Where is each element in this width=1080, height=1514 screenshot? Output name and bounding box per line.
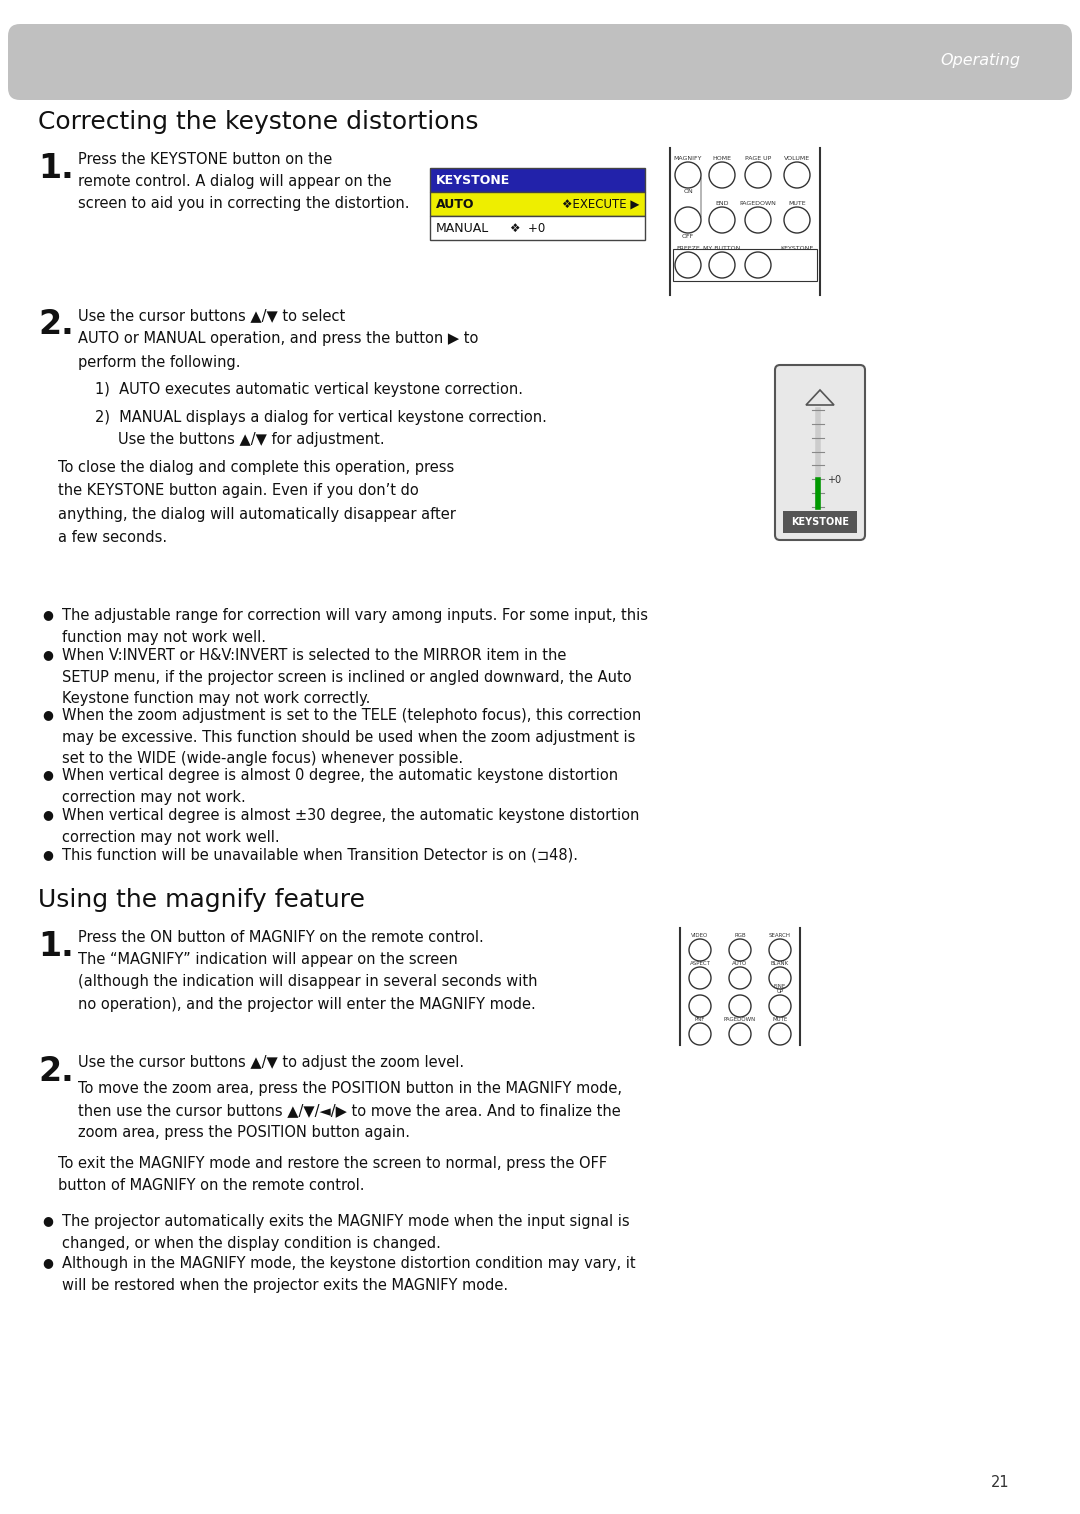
Text: To move the zoom area, press the POSITION button in the MAGNIFY mode,
then use t: To move the zoom area, press the POSITIO…: [78, 1081, 622, 1140]
Text: When vertical degree is almost ±30 degree, the automatic keystone distortion
cor: When vertical degree is almost ±30 degre…: [62, 808, 639, 845]
Text: OFF: OFF: [681, 235, 694, 239]
Text: HOME: HOME: [713, 156, 731, 160]
FancyBboxPatch shape: [775, 365, 865, 540]
Text: AUTO: AUTO: [436, 197, 474, 210]
Text: 2.: 2.: [38, 1055, 73, 1089]
Text: Use the cursor buttons ▲/▼ to adjust the zoom level.: Use the cursor buttons ▲/▼ to adjust the…: [78, 1055, 464, 1070]
Text: FINE
UP: FINE UP: [774, 984, 786, 995]
Text: 1.: 1.: [38, 151, 73, 185]
Bar: [430, 168, 645, 192]
Text: Correcting the keystone distortions: Correcting the keystone distortions: [38, 111, 478, 135]
Text: This function will be unavailable when Transition Detector is on (⊐48).: This function will be unavailable when T…: [62, 848, 578, 863]
Text: The projector automatically exits the MAGNIFY mode when the input signal is
chan: The projector automatically exits the MA…: [62, 1214, 630, 1251]
Text: MY BUTTON: MY BUTTON: [703, 245, 741, 251]
Text: KEYSTONE: KEYSTONE: [781, 245, 813, 251]
Text: END: END: [715, 201, 729, 206]
Text: ON: ON: [684, 189, 693, 194]
Text: ❖  +0: ❖ +0: [510, 221, 545, 235]
Text: remote control. A dialog will appear on the: remote control. A dialog will appear on …: [78, 174, 391, 189]
Text: ●: ●: [42, 1257, 53, 1269]
Text: ❖EXECUTE ▶: ❖EXECUTE ▶: [562, 197, 639, 210]
Bar: [430, 217, 645, 241]
Text: Use the cursor buttons ▲/▼ to select
AUTO or MANUAL operation, and press the but: Use the cursor buttons ▲/▼ to select AUT…: [78, 307, 478, 369]
Text: ●: ●: [42, 609, 53, 621]
Text: 21: 21: [991, 1475, 1010, 1490]
Text: Press the KEYSTONE button on the: Press the KEYSTONE button on the: [78, 151, 333, 167]
Text: MUTE: MUTE: [772, 1017, 787, 1022]
Text: VIDEO: VIDEO: [691, 933, 708, 939]
Text: 1.: 1.: [38, 930, 73, 963]
Text: MAGNIFY: MAGNIFY: [674, 156, 702, 160]
Text: VOLUME: VOLUME: [784, 156, 810, 160]
Text: KEYSTONE: KEYSTONE: [791, 516, 849, 527]
Text: ●: ●: [42, 709, 53, 721]
FancyBboxPatch shape: [8, 24, 1072, 100]
Text: BLANK: BLANK: [771, 961, 789, 966]
Text: PNF: PNF: [694, 1017, 705, 1022]
Text: ●: ●: [42, 1214, 53, 1226]
Text: MUTE: MUTE: [788, 201, 806, 206]
Text: 1)  AUTO executes automatic vertical keystone correction.: 1) AUTO executes automatic vertical keys…: [95, 382, 523, 397]
Text: ASPECT: ASPECT: [689, 961, 711, 966]
Text: Using the magnify feature: Using the magnify feature: [38, 889, 365, 911]
Bar: [783, 512, 858, 533]
Text: 2.: 2.: [38, 307, 73, 341]
Text: Although in the MAGNIFY mode, the keystone distortion condition may vary, it
wil: Although in the MAGNIFY mode, the keysto…: [62, 1257, 636, 1293]
Text: ●: ●: [42, 808, 53, 821]
Text: PAGEDOWN: PAGEDOWN: [724, 1017, 756, 1022]
Text: RGB: RGB: [734, 933, 746, 939]
Text: ●: ●: [42, 648, 53, 662]
Text: ●: ●: [42, 768, 53, 781]
Text: The adjustable range for correction will vary among inputs. For some input, this: The adjustable range for correction will…: [62, 609, 648, 645]
Text: screen to aid you in correcting the distortion.: screen to aid you in correcting the dist…: [78, 195, 409, 210]
Text: FREEZE: FREEZE: [676, 245, 700, 251]
Text: When vertical degree is almost 0 degree, the automatic keystone distortion
corre: When vertical degree is almost 0 degree,…: [62, 768, 618, 804]
Text: When V:INVERT or H&V:INVERT is selected to the MIRROR item in the
SETUP menu, if: When V:INVERT or H&V:INVERT is selected …: [62, 648, 632, 706]
Text: Operating: Operating: [940, 53, 1020, 68]
Text: Press the ON button of MAGNIFY on the remote control.
The “MAGNIFY” indication w: Press the ON button of MAGNIFY on the re…: [78, 930, 538, 1011]
Text: To exit the MAGNIFY mode and restore the screen to normal, press the OFF
button : To exit the MAGNIFY mode and restore the…: [58, 1157, 607, 1193]
Text: PAGEDOWN: PAGEDOWN: [740, 201, 777, 206]
Text: PAGE UP: PAGE UP: [745, 156, 771, 160]
Text: To close the dialog and complete this operation, press
the KEYSTONE button again: To close the dialog and complete this op…: [58, 460, 456, 545]
Text: SEARCH: SEARCH: [769, 933, 791, 939]
Text: ●: ●: [42, 848, 53, 861]
Text: When the zoom adjustment is set to the TELE (telephoto focus), this correction
m: When the zoom adjustment is set to the T…: [62, 709, 642, 766]
Text: AUTO: AUTO: [732, 961, 747, 966]
Bar: [673, 248, 816, 282]
Text: MANUAL: MANUAL: [436, 221, 489, 235]
Text: KEYSTONE: KEYSTONE: [436, 174, 510, 186]
Text: Use the buttons ▲/▼ for adjustment.: Use the buttons ▲/▼ for adjustment.: [118, 431, 384, 447]
Bar: [430, 192, 645, 217]
Text: 2)  MANUAL displays a dialog for vertical keystone correction.: 2) MANUAL displays a dialog for vertical…: [95, 410, 546, 425]
Text: +0: +0: [827, 475, 841, 484]
